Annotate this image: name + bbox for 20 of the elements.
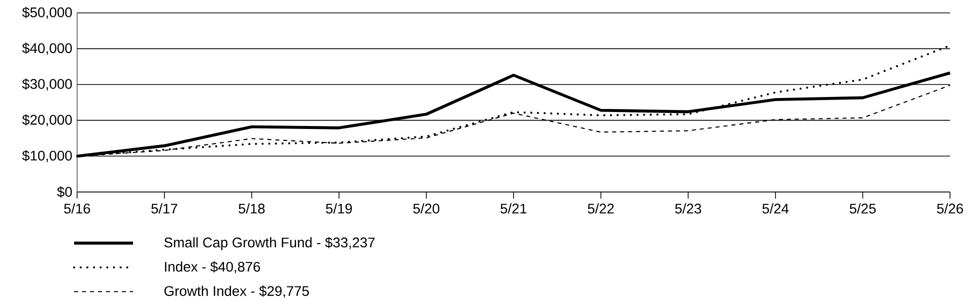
- legend-label: Small Cap Growth Fund - $33,237: [164, 237, 375, 250]
- y-tick-label: $0: [57, 186, 72, 198]
- y-tick-label: $20,000: [22, 114, 72, 126]
- x-tick-label: 5/24: [762, 203, 789, 214]
- x-tick-label: 5/26: [937, 203, 964, 214]
- legend-label: Index - $40,876: [165, 261, 260, 274]
- x-tick-label: 5/20: [413, 203, 440, 214]
- y-tick-label: $40,000: [22, 42, 72, 55]
- y-tick-label: $50,000: [22, 6, 72, 19]
- x-tick-label: 5/22: [588, 203, 614, 214]
- x-tick-label: 5/25: [850, 203, 876, 214]
- x-tick-label: 5/19: [326, 203, 352, 214]
- x-tick-label: 5/18: [238, 203, 265, 214]
- y-tick-label: $10,000: [22, 150, 72, 162]
- x-tick-label: 5/21: [500, 203, 526, 214]
- x-tick-label: 5/17: [151, 203, 178, 214]
- y-tick-label: $30,000: [22, 78, 72, 91]
- legend-label: Growth Index - $29,775: [164, 286, 309, 298]
- x-tick-label: 5/23: [675, 203, 702, 214]
- x-tick-label: 5/16: [64, 203, 90, 214]
